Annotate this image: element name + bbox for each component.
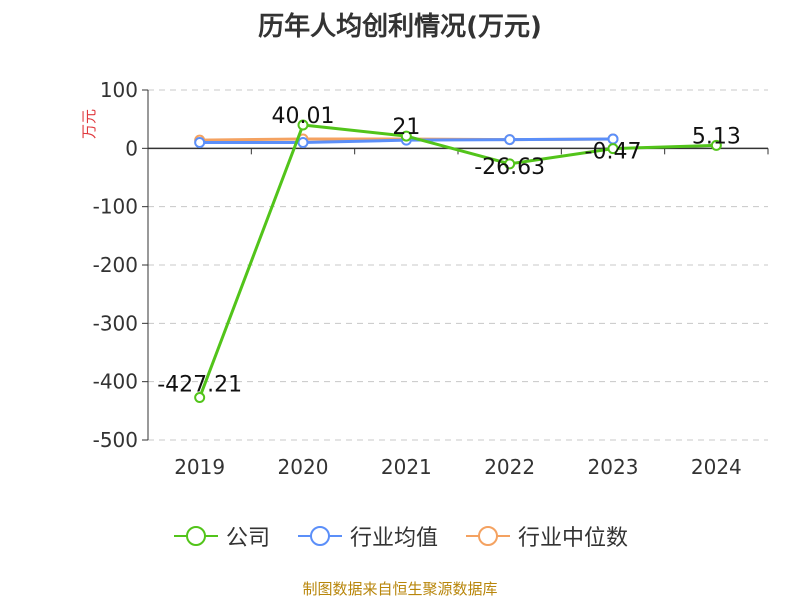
y-tick-label: 100 <box>100 78 138 102</box>
series-line-company <box>198 123 717 399</box>
legend-label-industry-average: 行业均值 <box>349 526 438 551</box>
legend-label-company: 公司 <box>225 526 270 551</box>
legend: 公司 行业均值 行业中位数 <box>0 520 800 552</box>
legend-marker-industry-median <box>466 526 510 546</box>
data-label: -0.47 <box>585 140 642 165</box>
data-source-note: 制图数据来自恒生聚源数据库 <box>302 580 498 598</box>
data-point-company <box>607 143 619 155</box>
data-label: 5.13 <box>692 124 741 149</box>
x-tick-label: 2022 <box>484 455 535 479</box>
legend-marker-industry-average <box>297 526 342 546</box>
data-point-industry-average <box>297 137 309 148</box>
data-point-company <box>400 130 412 142</box>
y-axis-title: 万元 <box>80 109 98 139</box>
x-tick-label: 2020 <box>278 455 329 479</box>
legend-item-industry-median[interactable]: 行业中位数 <box>464 520 628 552</box>
data-label: 21 <box>392 115 420 140</box>
data-label: -427.21 <box>157 373 242 398</box>
chart-title: 历年人均创利情况(万元) <box>258 12 542 42</box>
data-label: -26.63 <box>474 155 545 180</box>
y-tick-label: -200 <box>93 253 138 277</box>
data-point-company <box>710 139 722 151</box>
y-tick-label: -500 <box>93 428 138 452</box>
data-point-industry-average <box>504 134 516 146</box>
legend-item-company[interactable]: 公司 <box>172 520 270 552</box>
x-tick-label: 2019 <box>174 455 225 479</box>
legend-item-industry-average[interactable]: 行业均值 <box>296 520 438 552</box>
y-tick-label: -100 <box>93 195 138 219</box>
x-tick-label: 2023 <box>588 455 639 479</box>
y-tick-label: -300 <box>93 311 138 335</box>
x-tick-label: 2024 <box>691 455 742 479</box>
data-point-industry-average <box>194 137 206 148</box>
data-point-company <box>194 392 206 404</box>
y-tick-label: 0 <box>125 136 138 160</box>
y-tick-label: -400 <box>93 370 138 394</box>
data-point-company <box>504 158 516 170</box>
data-label: 40.01 <box>272 104 335 129</box>
legend-marker-company <box>173 526 218 546</box>
legend-label-industry-median: 行业中位数 <box>518 526 629 551</box>
x-tick-label: 2021 <box>381 455 432 479</box>
data-point-company <box>297 119 309 131</box>
